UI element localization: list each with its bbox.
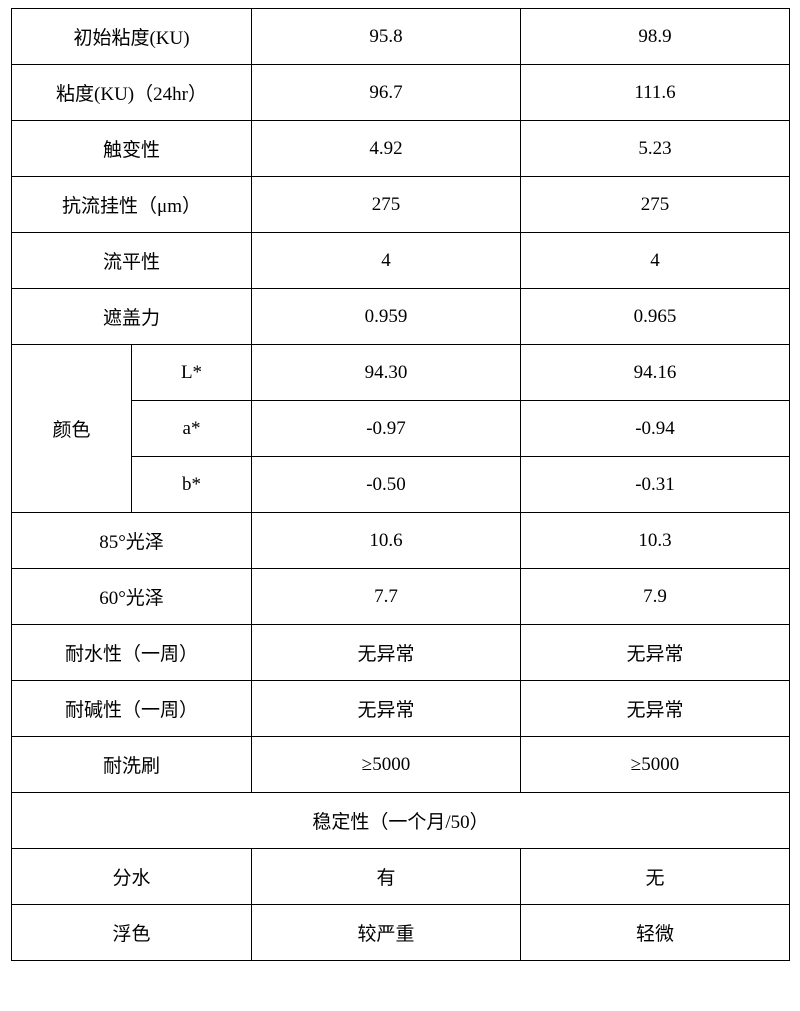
table-row: 颜色 L* 94.30 94.16 [12,345,790,401]
row-label: 耐碱性（一周） [12,681,252,737]
row-value-1: 275 [252,177,521,233]
row-label: 粘度(KU)（24hr） [12,65,252,121]
row-value-2: 无异常 [521,625,790,681]
row-value-2: 98.9 [521,9,790,65]
row-value-1: 7.7 [252,569,521,625]
row-value-1: 有 [252,849,521,905]
row-value-1: 10.6 [252,513,521,569]
row-value-1: 4 [252,233,521,289]
row-value-2: 无异常 [521,681,790,737]
row-value-2: 10.3 [521,513,790,569]
row-value-1: -0.50 [252,457,521,513]
table-row: 耐洗刷 ≥5000 ≥5000 [12,737,790,793]
row-value-2: 94.16 [521,345,790,401]
row-label: 流平性 [12,233,252,289]
row-value-1: 无异常 [252,625,521,681]
section-header: 稳定性（一个月/50） [12,793,790,849]
row-value-1: 95.8 [252,9,521,65]
table-row: 60°光泽 7.7 7.9 [12,569,790,625]
row-label: 触变性 [12,121,252,177]
sub-label: a* [132,401,252,457]
table-row: 分水 有 无 [12,849,790,905]
row-value-2: 4 [521,233,790,289]
row-value-2: 5.23 [521,121,790,177]
row-value-1: -0.97 [252,401,521,457]
row-value-2: -0.94 [521,401,790,457]
table-row: 耐碱性（一周） 无异常 无异常 [12,681,790,737]
row-label: 初始粘度(KU) [12,9,252,65]
section-header-row: 稳定性（一个月/50） [12,793,790,849]
table-row: 耐水性（一周） 无异常 无异常 [12,625,790,681]
row-value-1: 较严重 [252,905,521,961]
table-row: 85°光泽 10.6 10.3 [12,513,790,569]
row-label: 60°光泽 [12,569,252,625]
row-label: 遮盖力 [12,289,252,345]
row-value-1: 4.92 [252,121,521,177]
row-value-2: 0.965 [521,289,790,345]
row-value-1: 0.959 [252,289,521,345]
table-row: 粘度(KU)（24hr） 96.7 111.6 [12,65,790,121]
table-row: 触变性 4.92 5.23 [12,121,790,177]
row-value-1: 94.30 [252,345,521,401]
row-value-1: 96.7 [252,65,521,121]
table-row: 流平性 4 4 [12,233,790,289]
row-value-2: ≥5000 [521,737,790,793]
table-row: 初始粘度(KU) 95.8 98.9 [12,9,790,65]
row-label: 浮色 [12,905,252,961]
row-value-2: 275 [521,177,790,233]
row-label: 耐洗刷 [12,737,252,793]
group-label: 颜色 [12,345,132,513]
row-value-1: ≥5000 [252,737,521,793]
sub-label: b* [132,457,252,513]
row-value-2: -0.31 [521,457,790,513]
row-label: 抗流挂性（μm） [12,177,252,233]
row-label: 分水 [12,849,252,905]
row-value-2: 无 [521,849,790,905]
row-label: 耐水性（一周） [12,625,252,681]
data-table: 初始粘度(KU) 95.8 98.9 粘度(KU)（24hr） 96.7 111… [11,8,790,961]
row-value-2: 7.9 [521,569,790,625]
sub-label: L* [132,345,252,401]
row-value-1: 无异常 [252,681,521,737]
table-row: 遮盖力 0.959 0.965 [12,289,790,345]
table-row: 抗流挂性（μm） 275 275 [12,177,790,233]
row-label: 85°光泽 [12,513,252,569]
row-value-2: 轻微 [521,905,790,961]
row-value-2: 111.6 [521,65,790,121]
table-row: 浮色 较严重 轻微 [12,905,790,961]
